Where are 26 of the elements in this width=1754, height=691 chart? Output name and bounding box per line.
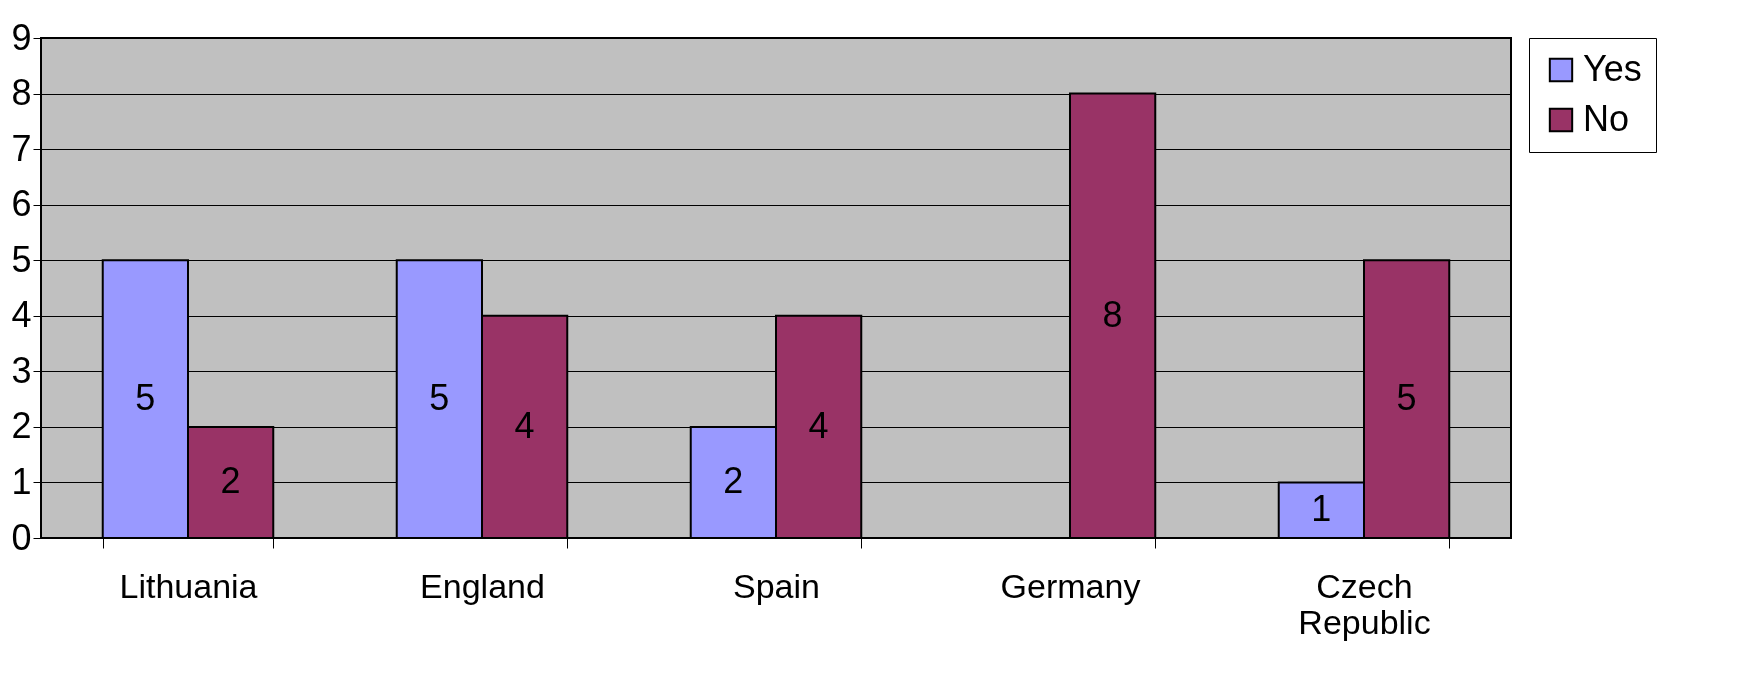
data-label: 5 (429, 377, 450, 419)
data-label: 2 (220, 460, 241, 502)
y-tick-label: 3 (11, 349, 32, 391)
y-tick-label: 6 (11, 183, 32, 225)
x-tick-label: England (420, 566, 545, 605)
x-tick-label: Germany (1000, 566, 1141, 605)
data-label: 8 (1102, 293, 1123, 335)
y-tick-label: 0 (11, 516, 32, 558)
y-tick-label: 5 (11, 238, 32, 280)
legend-label: No (1583, 98, 1630, 139)
data-label: 2 (723, 460, 744, 502)
y-tick-label: 1 (11, 460, 32, 502)
y-tick-label: 9 (11, 16, 32, 58)
legend-label: Yes (1583, 48, 1642, 89)
data-label: 5 (1396, 377, 1417, 419)
x-tick-label: Lithuania (119, 566, 258, 605)
y-tick-label: 8 (11, 72, 32, 114)
x-tick-label: Spain (733, 566, 820, 605)
y-tick-label: 2 (11, 405, 32, 447)
y-tick-label: 4 (11, 294, 32, 336)
y-tick-label: 7 (11, 127, 32, 169)
data-label: 1 (1311, 488, 1332, 530)
data-label: 4 (808, 404, 829, 446)
x-tick-label: Czech Republic (1298, 566, 1431, 641)
data-label: 4 (514, 404, 535, 446)
data-label: 5 (135, 377, 156, 419)
